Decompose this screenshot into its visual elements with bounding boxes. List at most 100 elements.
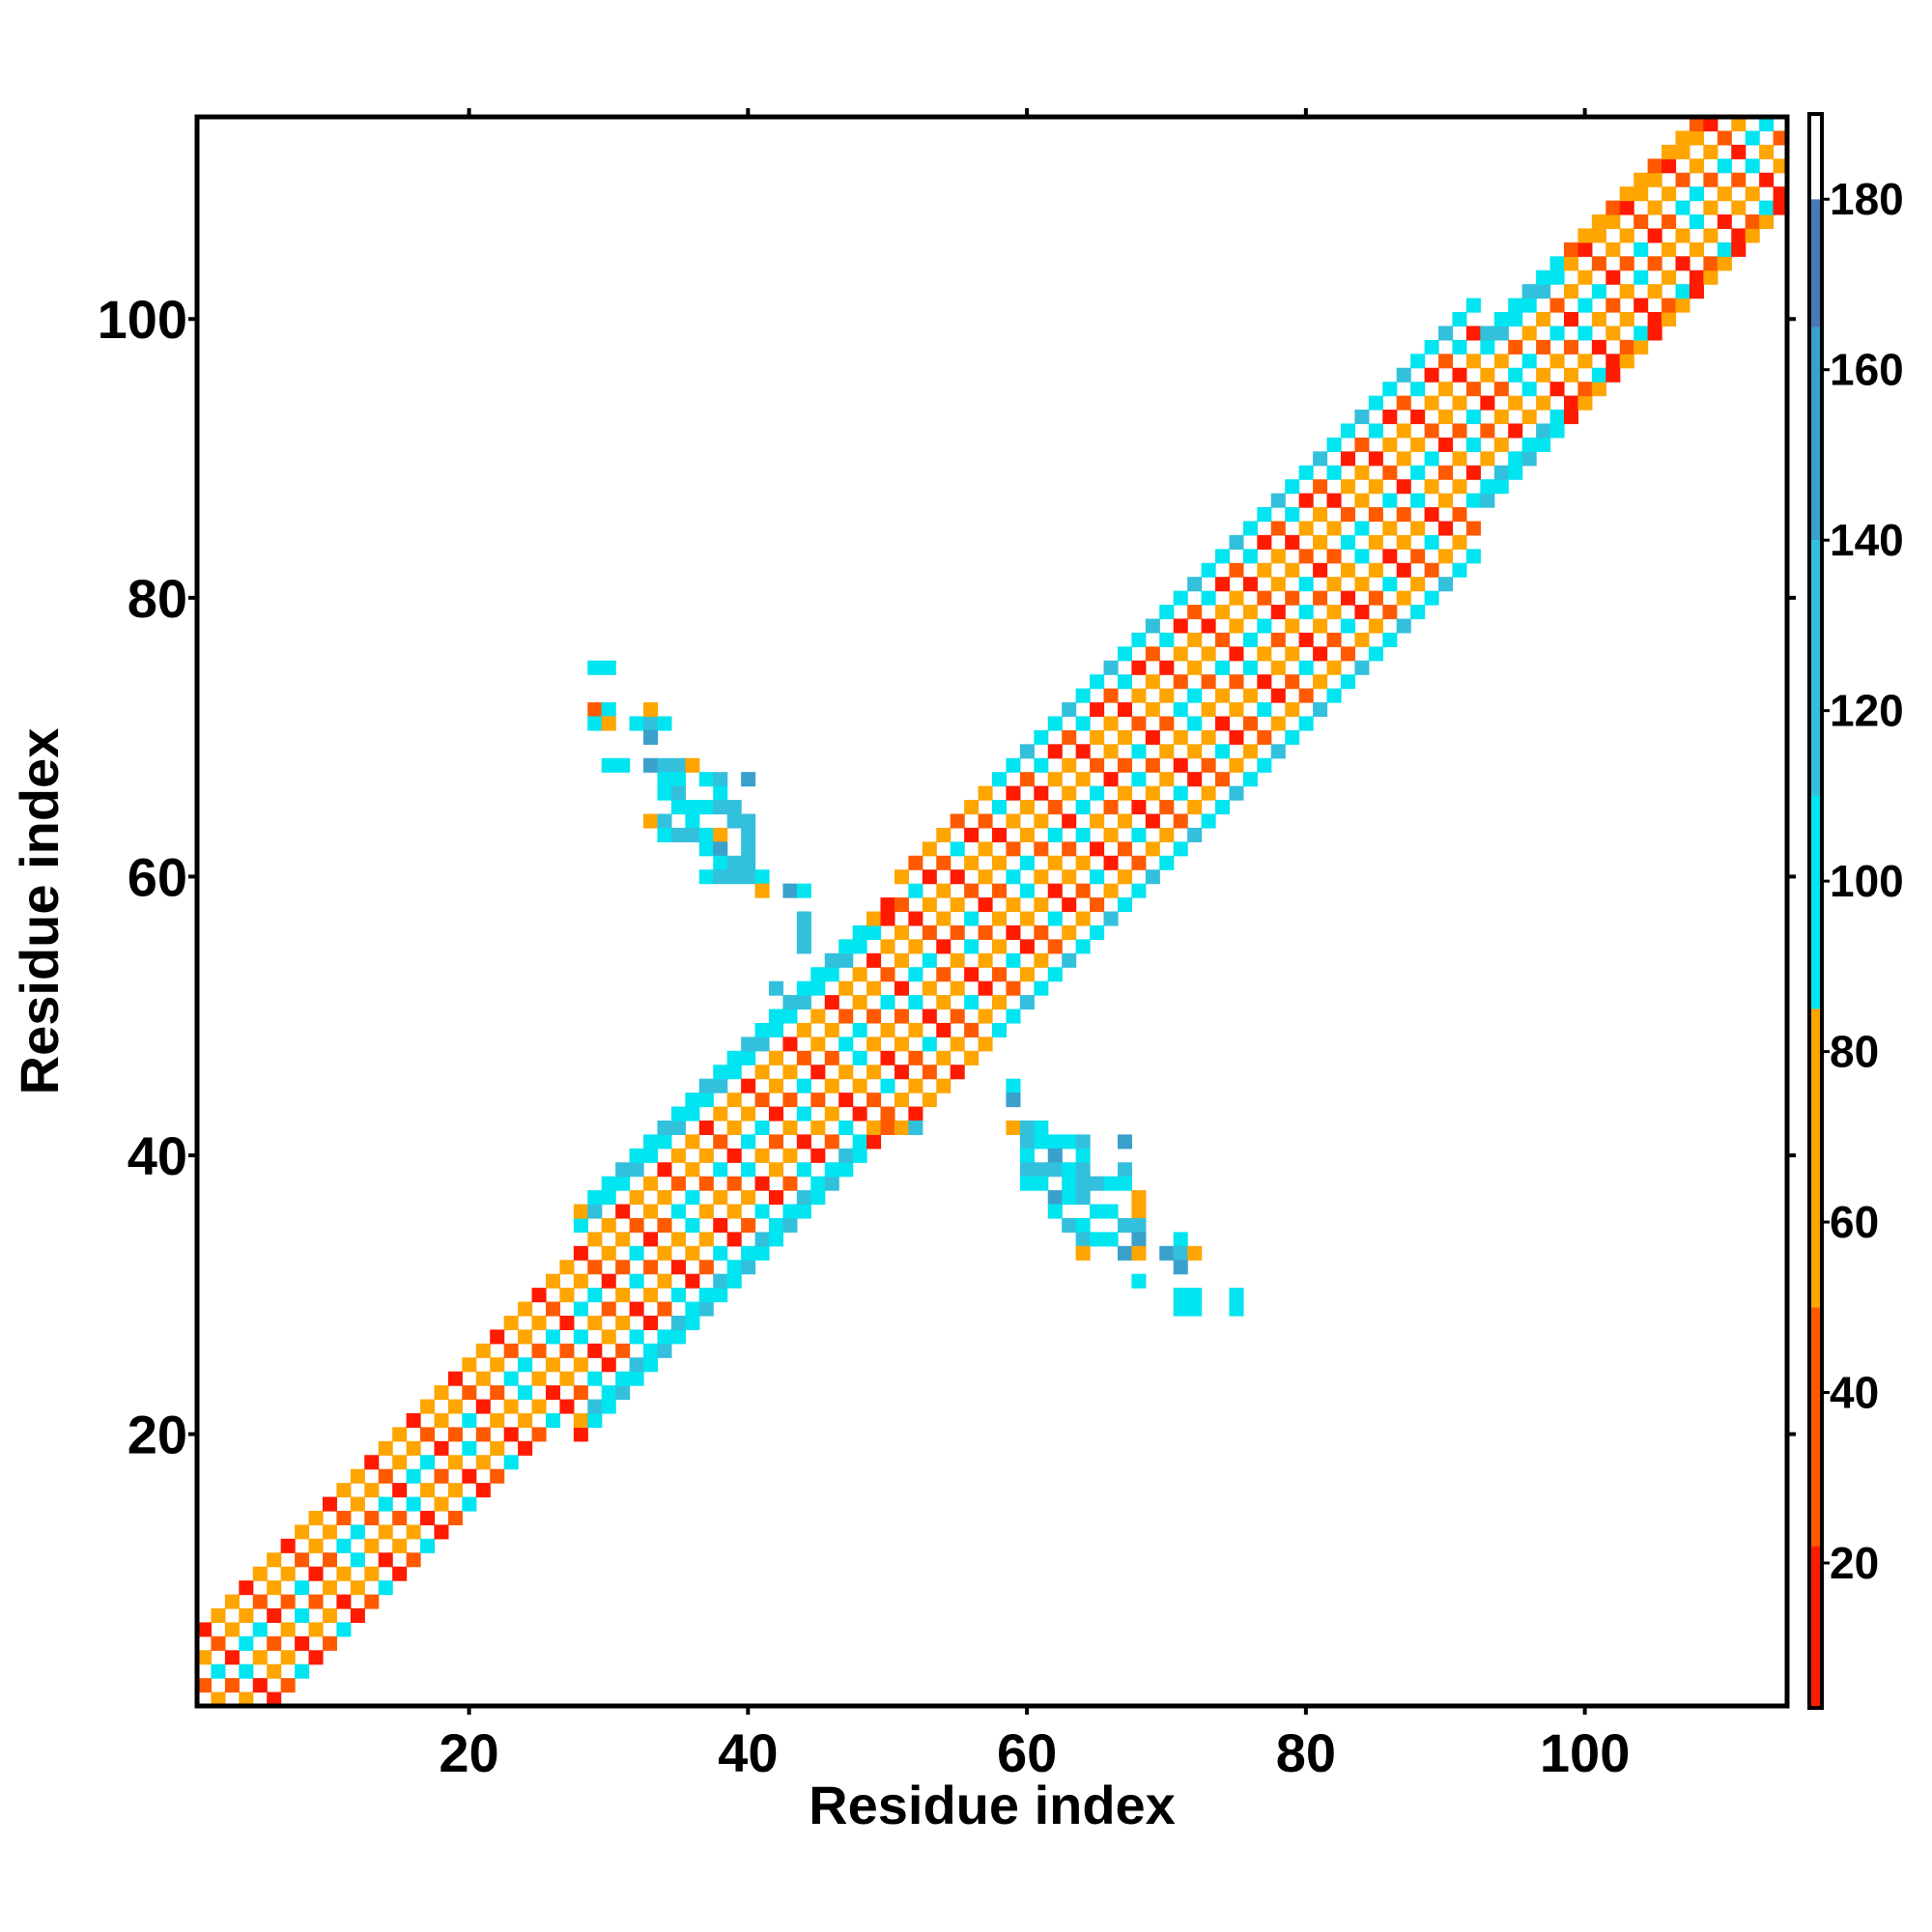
heatmap-cell <box>880 897 895 913</box>
heatmap-cell <box>1424 423 1439 439</box>
heatmap-cell <box>978 980 993 996</box>
heatmap-cell <box>1340 562 1355 578</box>
heatmap-cell <box>1270 688 1286 703</box>
heatmap-cell <box>698 1078 714 1094</box>
heatmap-cell <box>1215 660 1231 675</box>
heatmap-cell <box>1215 549 1231 564</box>
heatmap-cell <box>1396 479 1411 495</box>
heatmap-cell <box>1229 674 1244 690</box>
heatmap-cell <box>1326 577 1342 592</box>
heatmap-cell <box>838 1120 854 1135</box>
colorbar-tick-label: 20 <box>1830 1538 1879 1588</box>
heatmap-cell <box>1465 354 1481 369</box>
heatmap-cell <box>1242 632 1258 647</box>
heatmap-cell <box>698 1232 714 1247</box>
heatmap-cell <box>1424 395 1439 411</box>
heatmap-cell <box>936 1050 952 1065</box>
colorbar: 20 40 60 80 100 120 140 160 180 <box>1807 112 1904 1710</box>
heatmap-cell <box>1201 618 1216 634</box>
heatmap-cell <box>629 1190 644 1206</box>
heatmap-cell <box>211 1607 226 1624</box>
heatmap-cell <box>1703 270 1719 285</box>
heatmap-cell <box>1591 214 1606 230</box>
heatmap-cell <box>685 1093 700 1108</box>
heatmap-cell <box>587 1204 603 1219</box>
heatmap-cell <box>1480 423 1495 439</box>
heatmap-cell <box>1257 590 1272 606</box>
heatmap-cell <box>741 1260 756 1275</box>
heatmap-cell <box>1298 549 1314 564</box>
colorbar-tick-label: 120 <box>1830 686 1904 736</box>
heatmap-cell <box>1549 256 1565 271</box>
heatmap-cell <box>1382 410 1398 425</box>
heatmap-cell <box>224 1650 240 1665</box>
heatmap-cell <box>1047 1134 1063 1150</box>
heatmap-cell <box>1326 437 1342 452</box>
heatmap-cell <box>1480 479 1495 495</box>
heatmap-cell <box>1340 646 1355 662</box>
heatmap-cell <box>713 841 728 857</box>
heatmap-cell <box>1354 577 1370 592</box>
heatmap-cell <box>1075 827 1091 842</box>
heatmap-cell <box>322 1607 337 1624</box>
heatmap-cell <box>587 1315 603 1330</box>
heatmap-cell <box>838 980 854 996</box>
heatmap-cell <box>782 995 798 1010</box>
heatmap-cell <box>852 1050 867 1065</box>
y-tick-label: 60 <box>128 846 187 907</box>
heatmap-cell <box>295 1635 310 1651</box>
heatmap-cell <box>629 1273 644 1289</box>
colorbar-tick-label: 40 <box>1830 1368 1879 1418</box>
heatmap-cell <box>392 1427 408 1442</box>
heatmap-cell <box>1047 911 1063 926</box>
heatmap-cell <box>1577 298 1593 313</box>
heatmap-cell <box>280 1566 296 1581</box>
heatmap-cell <box>1396 618 1411 634</box>
heatmap-cell <box>1173 841 1188 857</box>
heatmap-cell <box>1662 214 1677 230</box>
heatmap-cell <box>685 1315 700 1330</box>
heatmap-cell <box>1047 772 1063 787</box>
heatmap-cell <box>838 1162 854 1178</box>
heatmap-cell <box>1201 562 1216 578</box>
heatmap-cell <box>992 800 1008 815</box>
heatmap-cell <box>1591 256 1606 271</box>
heatmap-cell <box>713 1217 728 1233</box>
heatmap-cell <box>964 939 980 954</box>
heatmap-cell <box>867 911 882 926</box>
heatmap-cell <box>1717 186 1732 202</box>
heatmap-cell <box>1521 298 1537 313</box>
heatmap-cell <box>1662 242 1677 257</box>
colorbar-frame <box>1807 112 1824 1710</box>
heatmap-cell <box>1034 841 1049 857</box>
heatmap-cell <box>280 1538 296 1553</box>
heatmap-cell <box>434 1412 449 1428</box>
heatmap-cell <box>1103 800 1119 815</box>
heatmap-cell <box>1257 618 1272 634</box>
heatmap-cell <box>1717 256 1732 271</box>
heatmap-cell <box>768 1134 784 1150</box>
heatmap-cell <box>1242 605 1258 620</box>
heatmap-cell <box>378 1580 393 1596</box>
heatmap-cell <box>908 1120 923 1135</box>
heatmap-cell <box>1689 270 1704 285</box>
heatmap-cell <box>350 1552 365 1568</box>
heatmap-cell <box>1452 507 1467 523</box>
heatmap-cell <box>1215 772 1231 787</box>
heatmap-cell <box>1145 618 1160 634</box>
colorbar-band <box>1809 1307 1822 1547</box>
heatmap-cell <box>726 1176 742 1191</box>
heatmap-cell <box>1675 256 1690 271</box>
heatmap-cell <box>936 911 952 926</box>
heatmap-cell <box>587 1260 603 1275</box>
heatmap-cell <box>782 1176 798 1191</box>
heatmap-cell <box>573 1357 588 1373</box>
heatmap-cell <box>1689 130 1704 146</box>
heatmap-cell <box>350 1468 365 1484</box>
heatmap-cell <box>950 980 965 996</box>
heatmap-cell <box>503 1371 519 1386</box>
heatmap-cell <box>1075 1176 1091 1191</box>
heatmap-cell <box>1619 186 1634 202</box>
heatmap-cell <box>447 1510 463 1526</box>
heatmap-cell <box>1340 674 1355 690</box>
